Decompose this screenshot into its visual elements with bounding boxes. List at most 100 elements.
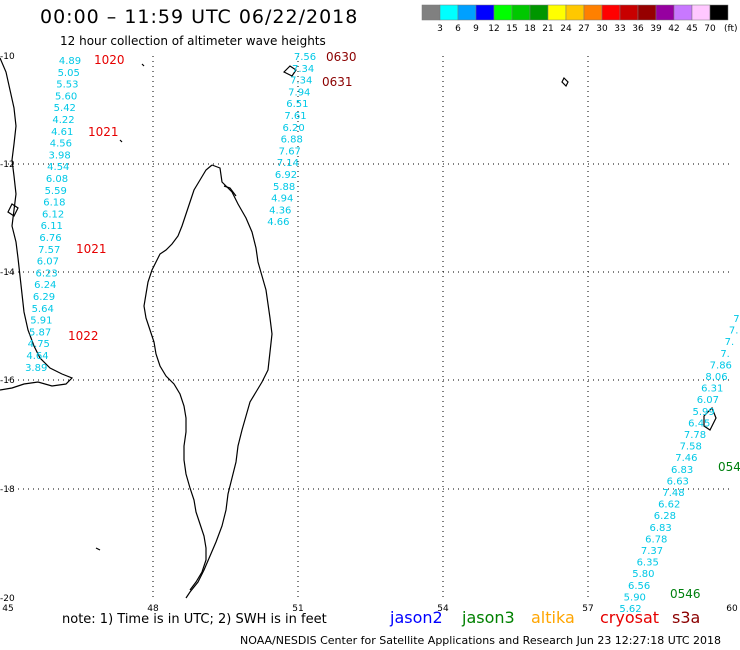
wave-height-value: 4.22: [52, 115, 74, 126]
satellite-legend-altika: altika: [531, 608, 575, 627]
colorbar-cell: [619, 4, 639, 21]
lon-label: 60: [726, 604, 738, 614]
wave-height-value: 5.80: [632, 569, 654, 580]
wave-height-value: 6.29: [33, 292, 55, 303]
wave-height-value: 4.64: [26, 351, 48, 362]
wave-height-value: 7.56: [294, 52, 316, 63]
lon-label: 48: [147, 604, 159, 614]
colorbar-cell: [691, 4, 711, 21]
wave-height-value: 6.88: [281, 135, 303, 146]
colorbar-cell: [421, 4, 441, 21]
time-labels: 1020 1021 1021 1022 0630 0631 054 0546: [68, 50, 740, 601]
colorbar-label: 27: [578, 24, 589, 34]
satellite-legend-jason2: jason2: [390, 608, 443, 627]
wave-height-value: 7.61: [284, 111, 306, 122]
wave-height-value: 6.08: [46, 174, 68, 185]
wave-height-value: 7.67: [279, 146, 301, 157]
wave-height-value: 7.34: [290, 76, 312, 87]
colorbar-label: 39: [650, 24, 662, 34]
colorbar-cell: [511, 4, 531, 21]
time-label: 0630: [326, 50, 357, 64]
wave-height-value: 7.78: [684, 430, 706, 441]
wave-height-value: 4.89: [59, 56, 81, 67]
colorbar-cell: [637, 4, 657, 21]
time-label: 054: [718, 460, 740, 474]
note-text: note: 1) Time is in UTC; 2) SWH is in fe…: [62, 612, 327, 627]
wave-height-value: 4.75: [28, 339, 50, 350]
lon-label: 54: [437, 604, 449, 614]
wave-height-value: 7.94: [288, 87, 310, 98]
coastline-madagascar: [143, 164, 273, 599]
time-label: 1021: [88, 125, 119, 139]
wave-height-value: 7.: [729, 326, 739, 337]
wave-height-value: 6.63: [667, 476, 689, 487]
colorbar-cell: [457, 4, 477, 21]
colorbar-cell: [547, 4, 567, 21]
wave-height-value: 6.23: [35, 268, 57, 279]
colorbar-cell: [439, 4, 459, 21]
wave-height-value: 3.98: [48, 150, 70, 161]
altimeter-tracks: 4.895.055.535.605.424.224.614.563.984.54…: [25, 52, 740, 615]
colorbar-label: 6: [455, 24, 461, 34]
wave-height-value: 6.56: [628, 581, 650, 592]
wave-height-value: 7.: [733, 314, 740, 325]
wave-height-value: 7.58: [680, 442, 702, 453]
wave-height-value: 6.11: [41, 221, 63, 232]
time-label: 1021: [76, 242, 107, 256]
colorbar-cell: [601, 4, 621, 21]
wave-height-value: 7.14: [277, 158, 299, 169]
lat-label: -18: [0, 485, 15, 495]
time-label: 0631: [322, 75, 353, 89]
wave-height-value: 6.31: [701, 384, 723, 395]
lat-label: -12: [0, 160, 15, 170]
time-label: 0546: [670, 587, 701, 601]
time-label: 1022: [68, 329, 99, 343]
page-subtitle: 12 hour collection of altimeter wave hei…: [60, 34, 326, 48]
wave-height-value: 6.07: [37, 257, 59, 268]
colorbar-label: 9: [473, 24, 479, 34]
colorbar-cell: [475, 4, 495, 21]
wave-height-value: 6.62: [658, 500, 680, 511]
wave-height-value: 5.87: [29, 327, 51, 338]
colorbar-cell: [493, 4, 513, 21]
wave-height-value: 6.76: [39, 233, 61, 244]
credit-line: NOAA/NESDIS Center for Satellite Applica…: [240, 634, 722, 647]
colorbar-cell: [709, 4, 729, 21]
colorbar-label: 33: [614, 24, 625, 34]
wave-height-value: 5.53: [56, 80, 78, 91]
wave-height-value: 7.37: [641, 546, 663, 557]
time-label: 1020: [94, 53, 125, 67]
wave-height-value: 6.20: [282, 123, 304, 134]
colorbar-label: 42: [668, 24, 679, 34]
wave-height-value: 7.: [720, 349, 730, 360]
wave-height-value: 5.88: [273, 182, 295, 193]
wave-height-value: 6.92: [275, 170, 297, 181]
wave-height-value: 6.12: [42, 209, 64, 220]
wave-height-value: 5.99: [692, 407, 714, 418]
colorbar-label: 15: [506, 24, 517, 34]
wave-height-value: 6.78: [645, 534, 667, 545]
wave-height-value: 5.60: [55, 91, 77, 102]
colorbar-cell: [529, 4, 549, 21]
wave-height-value: 7.86: [710, 360, 732, 371]
colorbar-unit: (ft): [724, 24, 738, 34]
colorbar-cell: [565, 4, 585, 21]
wave-height-value: 6.51: [286, 99, 308, 110]
wave-height-value: 6.35: [637, 558, 659, 569]
wave-height-value: 5.62: [619, 604, 641, 615]
lon-label: 45: [2, 604, 13, 614]
wave-height-value: 4.94: [271, 194, 293, 205]
wave-height-value: 6.24: [34, 280, 56, 291]
wave-height-value: 4.56: [50, 139, 72, 150]
wave-height-value: 7.48: [662, 488, 684, 499]
colorbar-label: 45: [686, 24, 697, 34]
wave-height-value: 6.83: [671, 465, 693, 476]
wave-height-value: 5.05: [58, 68, 80, 79]
satellite-legend-jason3: jason3: [462, 608, 515, 627]
satellite-legend-s3a: s3a: [672, 608, 701, 627]
colorbar: 3 6 9 12 15 18 21 24 27 30 33 36 39 42 45 70 (ft): [421, 4, 738, 34]
wave-height-value: 5.91: [30, 316, 52, 327]
wave-height-value: 3.89: [25, 363, 47, 374]
wave-height-value: 4.54: [47, 162, 69, 173]
